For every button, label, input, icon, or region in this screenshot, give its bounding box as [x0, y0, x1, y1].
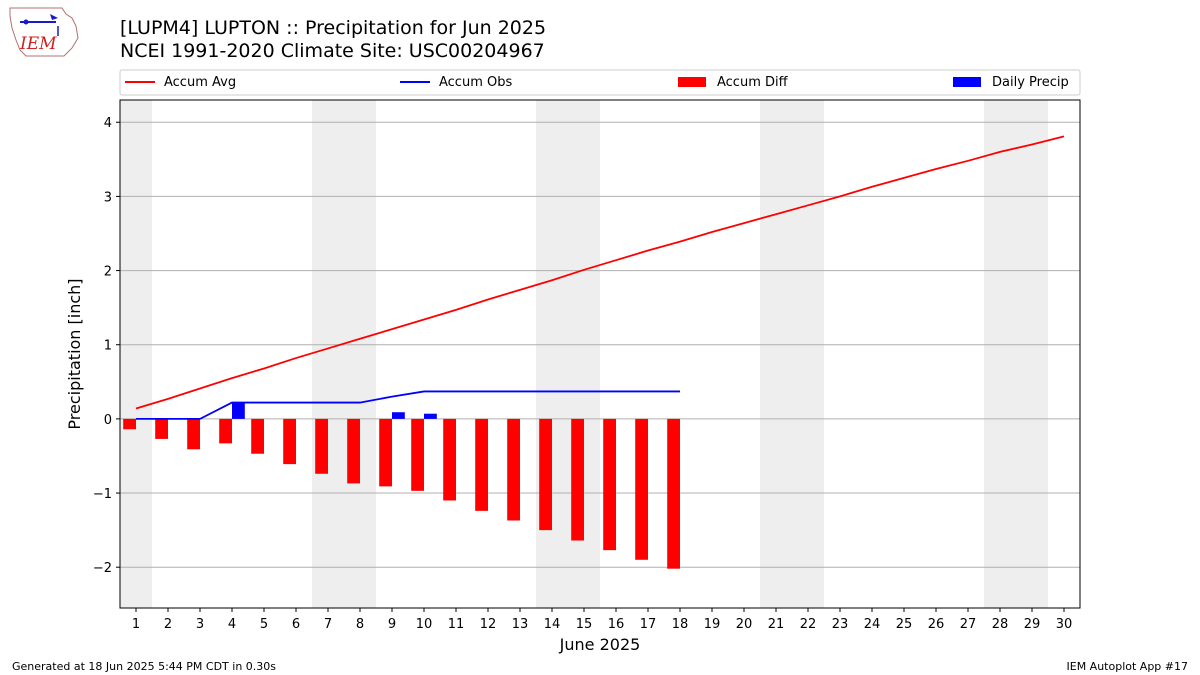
x-tick-label-9: 9 — [388, 617, 396, 632]
legend-label-accum-diff: Accum Diff — [717, 75, 789, 90]
y-axis-ticks: −2 −1 0 1 2 3 4 — [93, 116, 120, 576]
footer-app: IEM Autoplot App #17 — [1066, 660, 1189, 673]
x-tick-label-25: 25 — [896, 617, 913, 632]
x-tick-label-5: 5 — [260, 617, 268, 632]
accum-diff-bar-3 — [187, 418, 200, 450]
x-tick-label-19: 19 — [704, 617, 721, 632]
accum-diff-bar-6 — [283, 418, 296, 465]
y-axis-label: Precipitation [inch] — [65, 278, 84, 429]
x-tick-label-20: 20 — [736, 617, 753, 632]
x-tick-label-12: 12 — [480, 617, 497, 632]
accum-diff-bar-17 — [635, 418, 648, 560]
x-tick-label-16: 16 — [608, 617, 625, 632]
bars-layer — [123, 402, 680, 569]
chart-subtitle: NCEI 1991-2020 Climate Site: USC00204967 — [120, 40, 545, 62]
x-tick-label-24: 24 — [864, 617, 881, 632]
x-tick-label-26: 26 — [928, 617, 945, 632]
accum-diff-bar-15 — [571, 418, 584, 541]
x-tick-label-29: 29 — [1024, 617, 1041, 632]
x-tick-label-8: 8 — [356, 617, 364, 632]
x-tick-label-3: 3 — [196, 617, 204, 632]
x-tick-label-11: 11 — [448, 617, 465, 632]
y-tick-label-6: 4 — [104, 116, 112, 131]
accum-diff-bar-10 — [411, 418, 424, 491]
x-tick-label-2: 2 — [164, 617, 172, 632]
x-tick-label-28: 28 — [992, 617, 1009, 632]
chart-title: [LUPM4] LUPTON :: Precipitation for Jun … — [120, 17, 547, 39]
x-tick-label-13: 13 — [512, 617, 529, 632]
x-tick-label-7: 7 — [324, 617, 332, 632]
x-tick-label-23: 23 — [832, 617, 849, 632]
weekend-band-1 — [120, 100, 152, 608]
grid-lines — [120, 121, 1080, 568]
legend-swatch-accum-diff — [678, 77, 706, 87]
accum-diff-bar-11 — [443, 418, 456, 501]
y-tick-label-1: −1 — [93, 487, 112, 502]
iem-logo: IEM — [9, 7, 79, 57]
accum-diff-bar-2 — [155, 418, 168, 439]
y-tick-label-0: −2 — [93, 561, 112, 576]
x-tick-label-17: 17 — [640, 617, 657, 632]
lines-layer — [135, 135, 1065, 420]
x-tick-label-10: 10 — [416, 617, 433, 632]
accum-diff-bar-16 — [603, 418, 616, 551]
plot-frame — [119, 99, 1081, 609]
accum-diff-bar-14 — [539, 418, 552, 531]
y-tick-label-2: 0 — [104, 413, 112, 428]
x-tick-label-14: 14 — [544, 617, 561, 632]
x-tick-label-6: 6 — [292, 617, 300, 632]
daily-precip-bar-9 — [392, 412, 405, 419]
accum-obs-line — [136, 390, 680, 420]
x-tick-label-15: 15 — [576, 617, 593, 632]
weekend-band-3 — [536, 100, 600, 608]
legend-swatch-daily-precip — [953, 77, 981, 87]
daily-precip-bar-10 — [424, 413, 437, 419]
accum-diff-bar-9 — [379, 418, 392, 487]
legend-label-accum-obs: Accum Obs — [439, 75, 512, 90]
y-tick-label-5: 3 — [104, 190, 112, 205]
weekend-bands — [120, 100, 1048, 608]
y-tick-label-4: 2 — [104, 265, 112, 280]
legend-box — [119, 69, 1081, 96]
x-tick-label-1: 1 — [132, 617, 140, 632]
accum-diff-bar-5 — [251, 418, 264, 454]
accum-diff-bar-7 — [315, 418, 328, 474]
legend-label-accum-avg: Accum Avg — [164, 75, 236, 90]
footer-generated: Generated at 18 Jun 2025 5:44 PM CDT in … — [12, 660, 277, 673]
accum-avg-line — [135, 135, 1065, 410]
x-tick-label-27: 27 — [960, 617, 977, 632]
x-tick-label-21: 21 — [768, 617, 785, 632]
x-tick-label-22: 22 — [800, 617, 817, 632]
x-axis-label: June 2025 — [559, 635, 641, 654]
weekend-band-2 — [312, 100, 376, 608]
x-tick-label-4: 4 — [228, 617, 236, 632]
weekend-band-4 — [760, 100, 824, 608]
accum-diff-bar-13 — [507, 418, 520, 521]
logo-text: IEM — [19, 34, 57, 54]
legend: Accum Avg Accum Obs Accum Diff Daily Precip — [119, 69, 1081, 96]
y-tick-label-3: 1 — [104, 339, 112, 354]
daily-precip-bar-4 — [232, 402, 245, 419]
accum-diff-bar-12 — [475, 418, 488, 511]
accum-diff-bar-8 — [347, 418, 360, 484]
x-tick-label-30: 30 — [1056, 617, 1073, 632]
x-tick-label-18: 18 — [672, 617, 689, 632]
accum-diff-bar-4 — [219, 418, 232, 444]
x-axis-ticks: 1 2 3 4 5 6 7 8 9 10 11 12 13 14 15 16 17 18 19 20 21 22 23 24 2… — [132, 608, 1072, 632]
legend-label-daily-precip: Daily Precip — [992, 75, 1069, 90]
weekend-band-5 — [984, 100, 1048, 608]
accum-diff-bar-18 — [667, 418, 680, 569]
accum-diff-bar-1 — [123, 418, 136, 430]
